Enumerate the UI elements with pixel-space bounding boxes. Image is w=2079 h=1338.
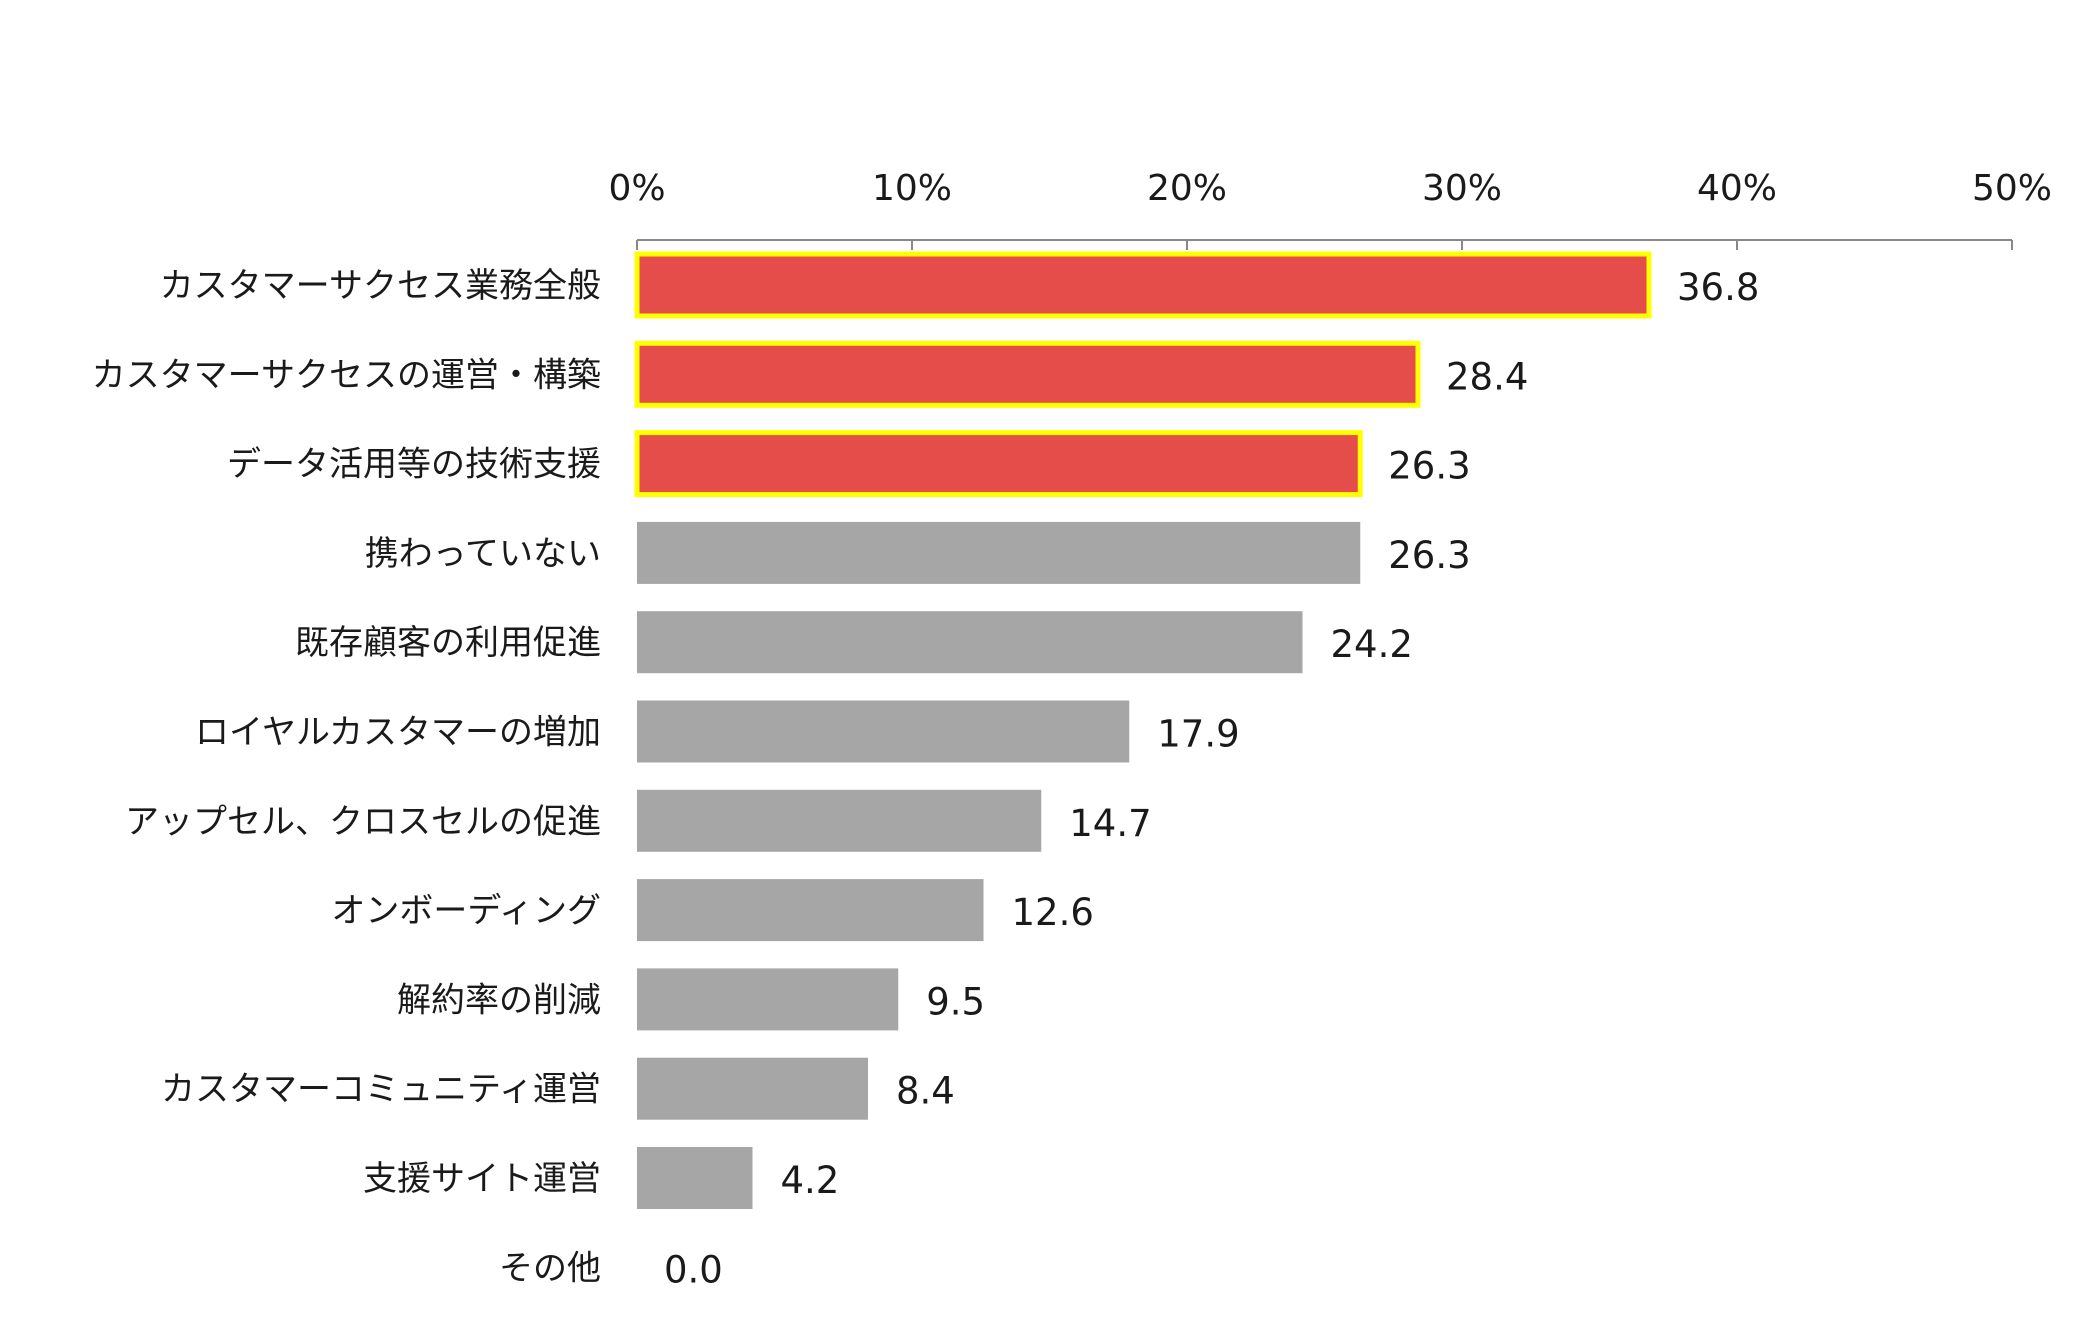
category-labels: カスタマーサクセス業務全般カスタマーサクセスの運営・構築データ活用等の技術支援携… — [92, 266, 601, 1288]
data-label: 12.6 — [1012, 891, 1094, 934]
bar — [637, 1147, 753, 1209]
x-tick-label: 50% — [1972, 168, 2052, 209]
bar — [637, 1057, 868, 1120]
data-label: 14.7 — [1069, 802, 1151, 845]
bar — [637, 789, 1042, 852]
x-tick-label: 40% — [1697, 168, 1777, 209]
x-axis: 0% 10% 20% 30% 40% 50% — [608, 168, 2052, 250]
bar — [634, 430, 1363, 498]
category-label: その他 — [499, 1248, 601, 1288]
x-tick-label: 10% — [872, 168, 952, 209]
data-label: 8.4 — [896, 1070, 955, 1113]
category-label: カスタマーコミュニティ運営 — [161, 1070, 601, 1110]
bars — [634, 251, 1652, 1209]
category-label: オンボーディング — [331, 891, 601, 931]
bar — [637, 968, 899, 1031]
bar — [634, 251, 1652, 319]
bar — [634, 340, 1421, 408]
data-label: 26.3 — [1388, 534, 1470, 577]
data-label: 0.0 — [664, 1248, 723, 1291]
x-tick-label: 20% — [1147, 168, 1227, 209]
data-label: 26.3 — [1388, 445, 1470, 488]
data-label: 36.8 — [1677, 266, 1759, 309]
data-label: 17.9 — [1157, 713, 1239, 756]
data-label: 9.5 — [926, 980, 985, 1023]
category-label: 既存顧客の利用促進 — [295, 623, 601, 663]
category-label: 解約率の削減 — [397, 980, 601, 1020]
x-tick-label: 30% — [1422, 168, 1502, 209]
bar — [637, 611, 1303, 674]
value-labels: 36.8 28.4 26.3 26.3 24.2 17.9 14.7 12.6 9.5 8.4 4.… — [664, 266, 1759, 1291]
category-label: 支援サイト運営 — [363, 1159, 601, 1199]
category-label: カスタマーサクセスの運営・構築 — [92, 355, 601, 395]
x-tick-label: 0% — [608, 168, 665, 209]
category-label: アップセル、クロスセルの促進 — [125, 802, 601, 842]
category-label: カスタマーサクセス業務全般 — [160, 266, 601, 306]
bar — [637, 700, 1130, 763]
bar — [637, 879, 984, 942]
bar — [637, 521, 1361, 584]
category-label: データ活用等の技術支援 — [227, 445, 601, 485]
data-label: 24.2 — [1331, 623, 1413, 666]
data-label: 4.2 — [781, 1159, 840, 1202]
category-label: ロイヤルカスタマーの増加 — [195, 713, 601, 753]
category-label: 携わっていない — [365, 534, 601, 574]
data-label: 28.4 — [1446, 355, 1528, 398]
